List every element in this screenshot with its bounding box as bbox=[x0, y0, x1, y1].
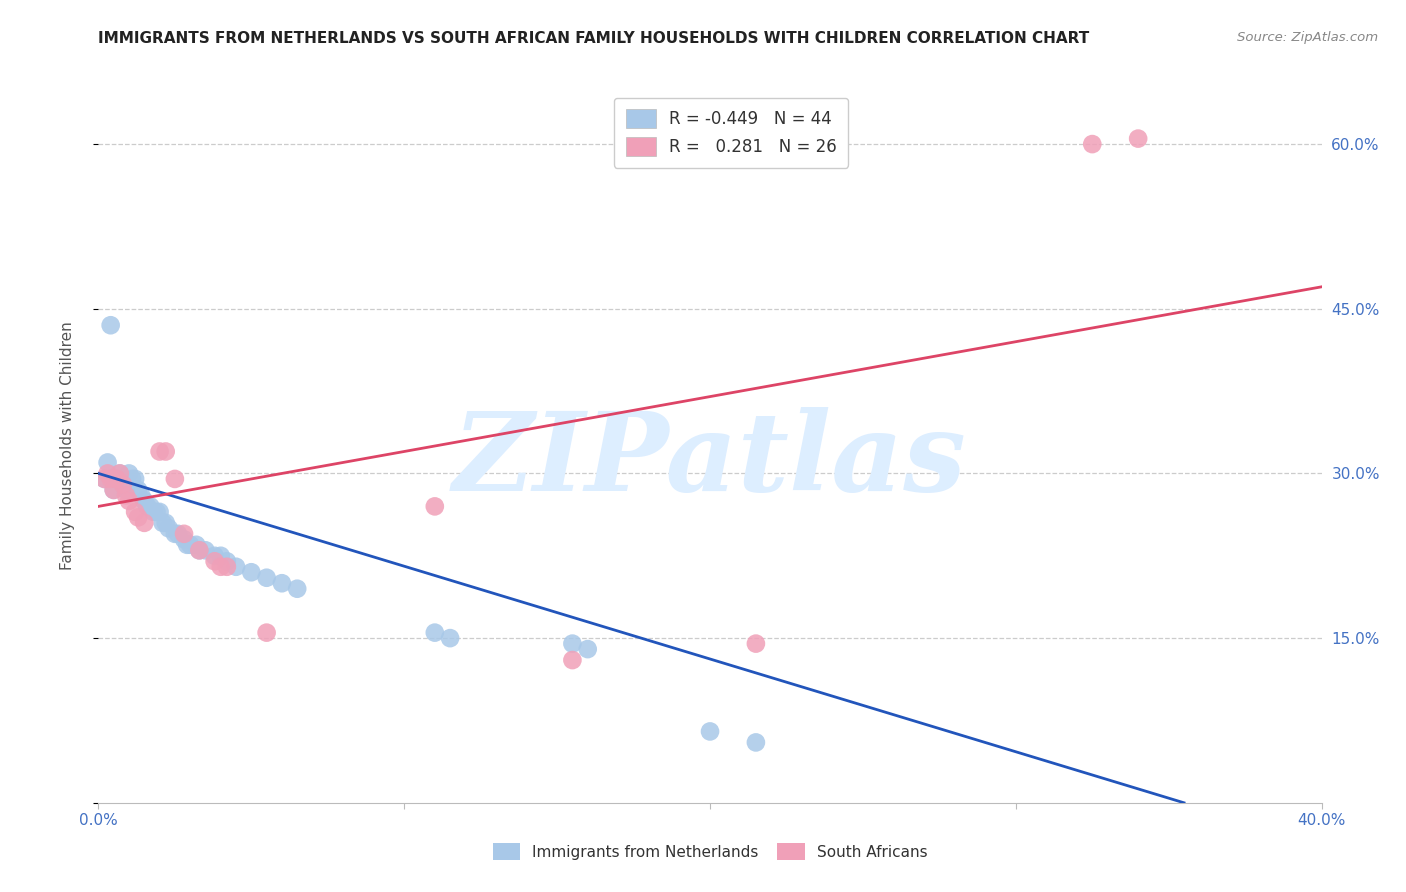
Y-axis label: Family Households with Children: Family Households with Children bbox=[60, 322, 75, 570]
Point bbox=[179, 538, 201, 552]
Point bbox=[108, 467, 131, 481]
Point bbox=[163, 472, 186, 486]
Point bbox=[121, 472, 143, 486]
Point bbox=[209, 559, 232, 574]
Point bbox=[136, 500, 159, 514]
Point bbox=[142, 505, 165, 519]
Point bbox=[240, 566, 263, 580]
Point bbox=[225, 559, 247, 574]
Point bbox=[155, 444, 177, 458]
Point bbox=[97, 467, 120, 481]
Point bbox=[204, 549, 226, 563]
Point bbox=[124, 472, 146, 486]
Point bbox=[167, 526, 190, 541]
Point bbox=[163, 526, 186, 541]
Point bbox=[152, 516, 174, 530]
Point bbox=[270, 576, 292, 591]
Point bbox=[105, 472, 128, 486]
Point bbox=[256, 571, 278, 585]
Point bbox=[439, 631, 461, 645]
Point bbox=[215, 554, 238, 568]
Point bbox=[285, 582, 308, 596]
Point bbox=[745, 637, 768, 651]
Point bbox=[576, 642, 599, 657]
Point bbox=[173, 533, 195, 547]
Point bbox=[100, 472, 122, 486]
Point bbox=[134, 494, 156, 508]
Point bbox=[423, 625, 446, 640]
Point bbox=[134, 516, 156, 530]
Point bbox=[115, 488, 138, 502]
Point bbox=[176, 538, 198, 552]
Point bbox=[423, 500, 446, 514]
Point bbox=[204, 554, 226, 568]
Point bbox=[105, 472, 128, 486]
Point bbox=[103, 483, 125, 497]
Point bbox=[215, 559, 238, 574]
Point bbox=[103, 483, 125, 497]
Point bbox=[157, 521, 180, 535]
Point bbox=[155, 516, 177, 530]
Point bbox=[108, 467, 131, 481]
Point bbox=[256, 625, 278, 640]
Point bbox=[129, 488, 152, 502]
Point bbox=[188, 543, 211, 558]
Legend: Immigrants from Netherlands, South Africans: Immigrants from Netherlands, South Afric… bbox=[486, 837, 934, 866]
Point bbox=[561, 637, 583, 651]
Point bbox=[97, 455, 120, 469]
Point bbox=[100, 318, 122, 333]
Point bbox=[111, 472, 134, 486]
Point bbox=[188, 543, 211, 558]
Point bbox=[118, 494, 141, 508]
Point bbox=[118, 467, 141, 481]
Point bbox=[745, 735, 768, 749]
Point bbox=[124, 505, 146, 519]
Point bbox=[561, 653, 583, 667]
Point bbox=[173, 526, 195, 541]
Point bbox=[1128, 131, 1150, 145]
Point bbox=[93, 472, 115, 486]
Point bbox=[209, 549, 232, 563]
Text: Source: ZipAtlas.com: Source: ZipAtlas.com bbox=[1237, 31, 1378, 45]
Point bbox=[149, 505, 172, 519]
Point bbox=[127, 483, 149, 497]
Point bbox=[1081, 137, 1104, 152]
Point bbox=[194, 543, 217, 558]
Point bbox=[145, 505, 167, 519]
Point bbox=[699, 724, 721, 739]
Point bbox=[115, 483, 138, 497]
Point bbox=[149, 444, 172, 458]
Point bbox=[127, 510, 149, 524]
Point bbox=[111, 477, 134, 491]
Point bbox=[93, 472, 115, 486]
Point bbox=[186, 538, 208, 552]
Text: ZIPatlas: ZIPatlas bbox=[453, 407, 967, 514]
Text: IMMIGRANTS FROM NETHERLANDS VS SOUTH AFRICAN FAMILY HOUSEHOLDS WITH CHILDREN COR: IMMIGRANTS FROM NETHERLANDS VS SOUTH AFR… bbox=[98, 31, 1090, 46]
Point bbox=[139, 500, 162, 514]
